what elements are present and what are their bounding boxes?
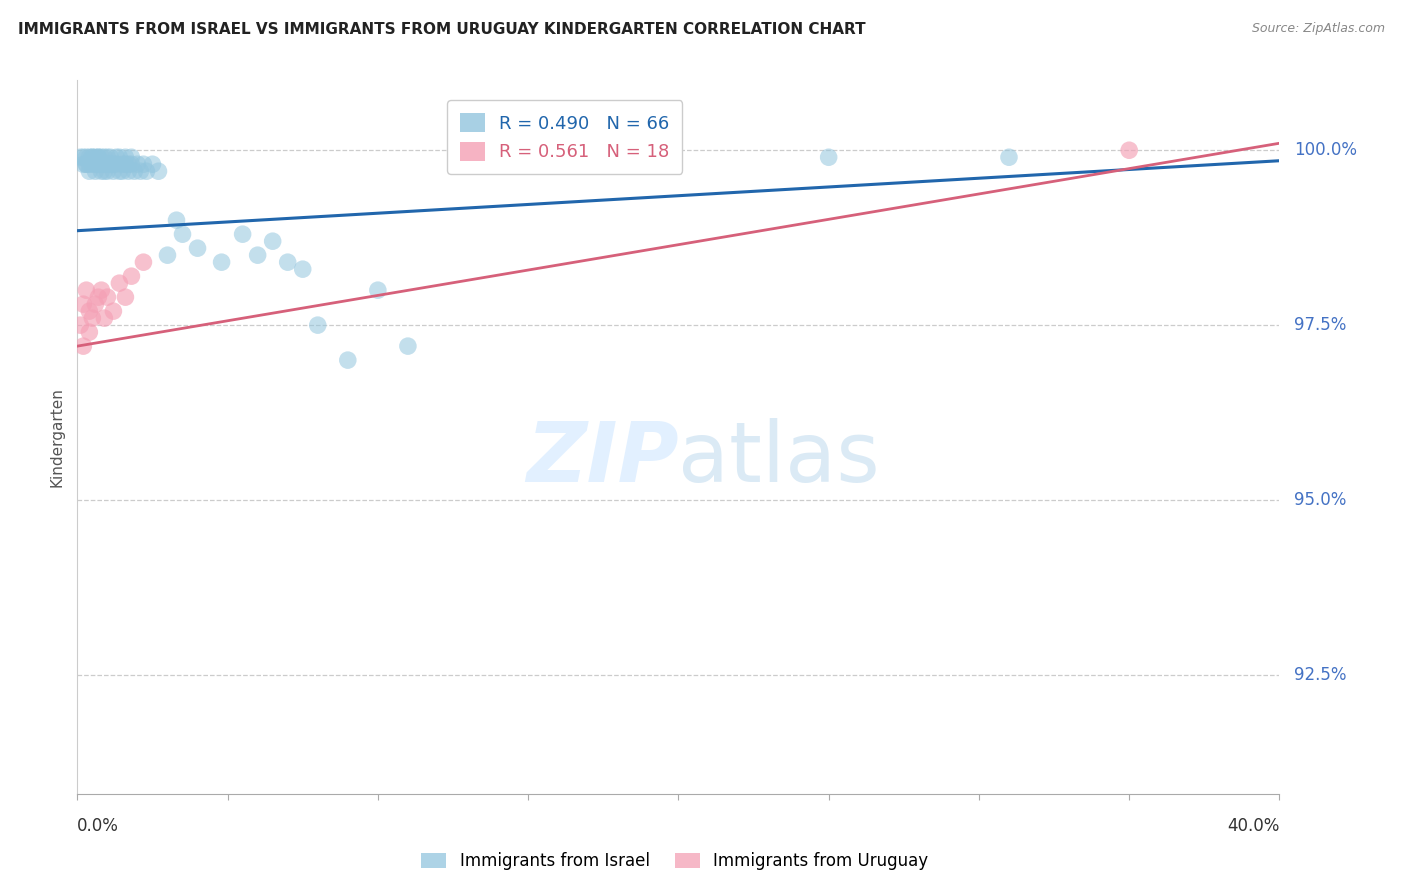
Y-axis label: Kindergarten: Kindergarten (49, 387, 65, 487)
Point (103, 304, 125, 318)
Point (87, 290, 110, 304)
Point (262, 234, 284, 248)
Point (84, 164, 107, 178)
Point (93, 150, 115, 164)
Point (87, 150, 110, 164)
Point (79, 164, 101, 178)
Point (90, 150, 112, 164)
Point (211, 255, 233, 269)
Point (87, 150, 110, 164)
Point (108, 164, 131, 178)
Point (69, 150, 91, 164)
Point (103, 164, 125, 178)
Point (72, 297, 94, 311)
Point (1118, 143, 1140, 157)
Point (111, 164, 134, 178)
Point (108, 150, 131, 164)
Text: 0.0%: 0.0% (77, 817, 120, 835)
Point (82, 311, 104, 326)
Point (105, 157, 128, 171)
Point (111, 157, 134, 171)
Point (79, 325, 101, 339)
Text: 92.5%: 92.5% (1294, 666, 1347, 684)
Point (396, 339, 419, 353)
Text: atlas: atlas (679, 418, 880, 499)
Point (75, 157, 97, 171)
Point (75, 150, 97, 164)
Point (246, 248, 269, 262)
Text: 40.0%: 40.0% (1227, 817, 1279, 835)
Point (96, 290, 118, 304)
Point (120, 157, 142, 171)
Point (129, 164, 152, 178)
Point (84, 157, 107, 171)
Point (75, 283, 97, 297)
Point (135, 164, 157, 178)
Point (93, 311, 115, 326)
Point (166, 213, 188, 227)
Point (156, 248, 179, 262)
Point (72, 150, 94, 164)
Point (105, 150, 128, 164)
Point (291, 262, 314, 277)
Point (114, 157, 136, 171)
Point (103, 157, 125, 171)
Text: 100.0%: 100.0% (1294, 141, 1357, 160)
Point (96, 150, 118, 164)
Point (817, 150, 839, 164)
Point (172, 227, 194, 242)
Point (79, 150, 101, 164)
Text: 97.5%: 97.5% (1294, 316, 1347, 334)
Point (82, 157, 104, 171)
Point (79, 304, 101, 318)
Point (120, 150, 142, 164)
Point (998, 150, 1021, 164)
Text: Source: ZipAtlas.com: Source: ZipAtlas.com (1251, 22, 1385, 36)
Point (336, 353, 359, 368)
Point (82, 150, 104, 164)
Point (79, 157, 101, 171)
Point (307, 318, 329, 333)
Point (132, 157, 155, 171)
Point (72, 157, 94, 171)
Point (90, 283, 112, 297)
Point (120, 269, 142, 284)
Point (100, 150, 122, 164)
Legend: Immigrants from Israel, Immigrants from Uruguay: Immigrants from Israel, Immigrants from … (415, 846, 935, 877)
Point (132, 255, 155, 269)
Point (90, 157, 112, 171)
Point (114, 150, 136, 164)
Point (117, 157, 139, 171)
Point (367, 283, 389, 297)
Point (141, 157, 163, 171)
Point (124, 164, 146, 178)
Point (90, 164, 112, 178)
Point (87, 157, 110, 171)
Legend: R = 0.490   N = 66, R = 0.561   N = 18: R = 0.490 N = 66, R = 0.561 N = 18 (447, 100, 682, 174)
Text: ZIP: ZIP (526, 418, 679, 499)
Point (93, 157, 115, 171)
Point (69, 318, 91, 333)
Point (72, 339, 94, 353)
Point (186, 241, 209, 255)
Point (127, 157, 149, 171)
Point (277, 255, 299, 269)
Point (108, 276, 131, 290)
Point (232, 227, 254, 242)
Point (96, 164, 118, 178)
Text: IMMIGRANTS FROM ISRAEL VS IMMIGRANTS FROM URUGUAY KINDERGARTEN CORRELATION CHART: IMMIGRANTS FROM ISRAEL VS IMMIGRANTS FRO… (18, 22, 866, 37)
Text: 95.0%: 95.0% (1294, 491, 1347, 509)
Point (117, 164, 139, 178)
Point (82, 150, 104, 164)
Point (148, 164, 170, 178)
Point (93, 164, 115, 178)
Point (84, 150, 107, 164)
Point (100, 157, 122, 171)
Point (96, 157, 118, 171)
Point (114, 290, 136, 304)
Point (75, 157, 97, 171)
Point (84, 297, 107, 311)
